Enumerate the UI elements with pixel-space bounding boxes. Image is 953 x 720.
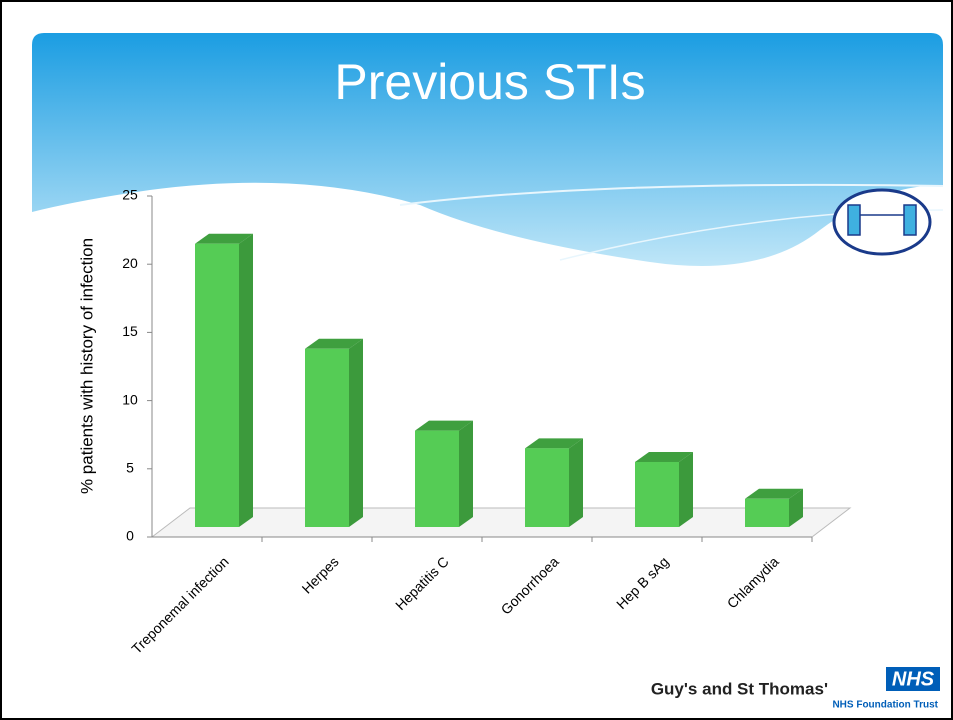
bar-side [679, 451, 693, 527]
y-tick-label: 0 [126, 528, 134, 544]
bar-front [635, 461, 679, 527]
slide-title: Previous STIs [334, 54, 645, 110]
bar-front [195, 243, 239, 528]
bar-side [569, 438, 583, 527]
bar-side [239, 233, 253, 528]
wave-line [399, 183, 944, 206]
bar-front [305, 348, 349, 527]
bar [415, 420, 473, 527]
bar-top [305, 338, 363, 349]
bar-top [745, 488, 803, 499]
bar [195, 233, 253, 528]
bar [635, 451, 693, 527]
header-band [32, 33, 943, 266]
bar-front [415, 430, 459, 527]
y-axis-label: % patients with history of infection [77, 238, 96, 494]
y-tick-label: 15 [122, 323, 138, 339]
logo-figures [847, 204, 917, 236]
bar [525, 438, 583, 527]
bar-front [745, 498, 789, 527]
y-tick-label: 10 [122, 391, 138, 407]
bar [305, 338, 363, 527]
org-name: Guy's and St Thomas' [651, 679, 828, 698]
y-tick-label: 25 [122, 187, 138, 203]
nhs-mark: NHS [892, 668, 935, 690]
bar-front [525, 448, 569, 527]
bar-side [459, 420, 473, 527]
bar-top [415, 420, 473, 431]
bar-top [525, 438, 583, 449]
bar-side [349, 338, 363, 527]
y-tick-label: 20 [122, 255, 138, 271]
bar [745, 488, 803, 527]
bar-side [789, 488, 803, 527]
bar-top [195, 233, 253, 244]
bar-top [635, 451, 693, 462]
trust-name: NHS Foundation Trust [832, 700, 938, 711]
y-tick-label: 5 [126, 460, 134, 476]
nhs-box [886, 667, 940, 691]
